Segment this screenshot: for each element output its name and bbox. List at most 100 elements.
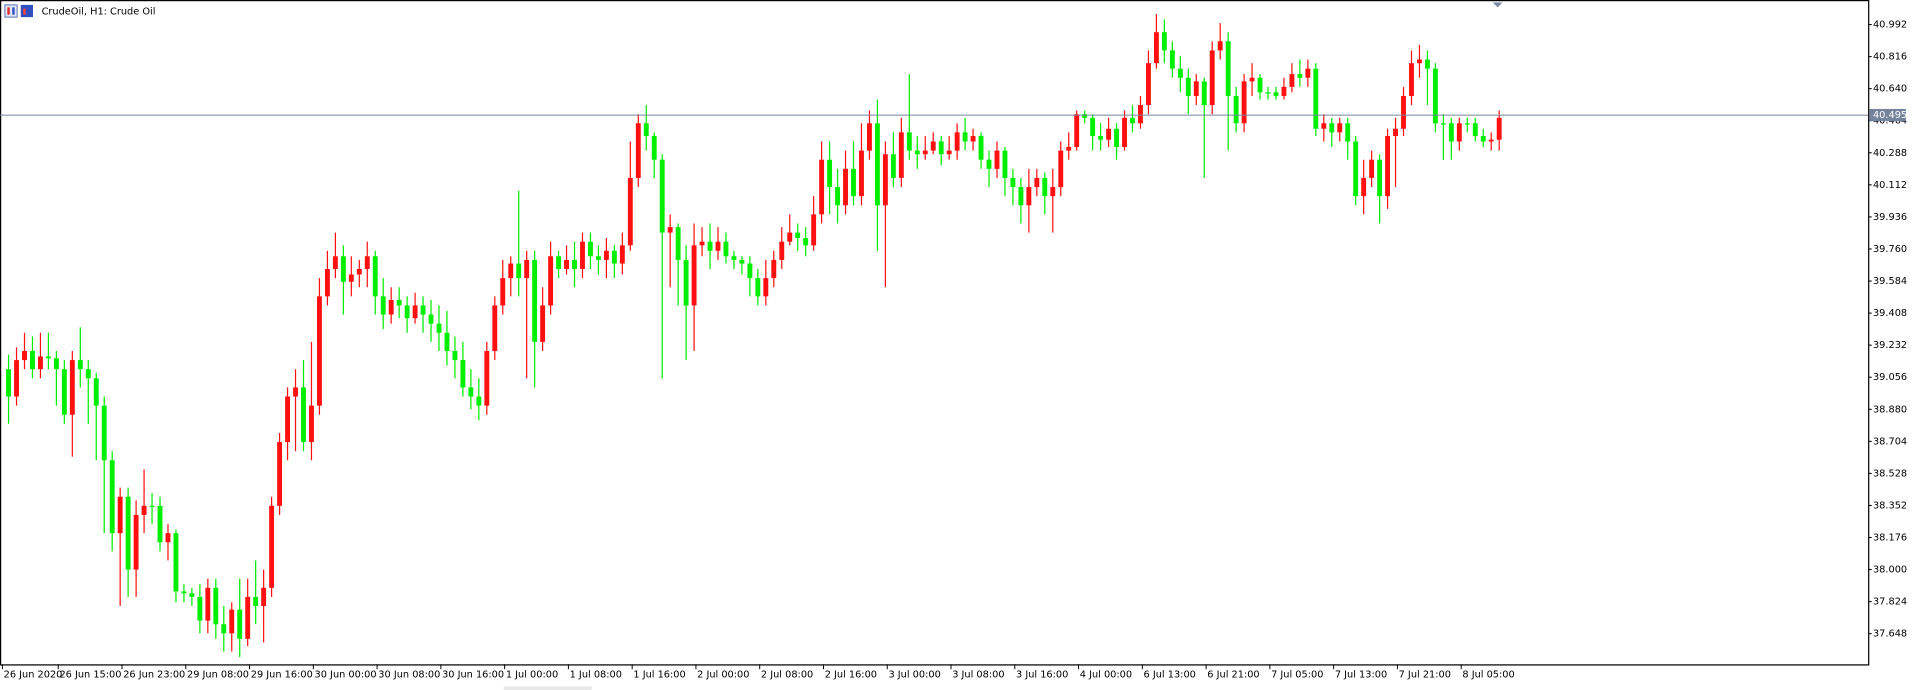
candle-body <box>1472 123 1478 137</box>
candle-body <box>556 256 562 270</box>
candle-body <box>627 177 633 246</box>
candle-body <box>739 259 745 264</box>
candle-body <box>301 387 306 443</box>
candle-body <box>1496 117 1502 140</box>
candle-body <box>811 214 817 246</box>
candle-body <box>380 296 386 315</box>
candle-body <box>795 232 801 239</box>
candle-body <box>101 405 107 461</box>
y-tick-label: 39.584 <box>1873 276 1907 287</box>
candle-body <box>1193 81 1199 96</box>
y-tick-label: 39.936 <box>1873 212 1907 223</box>
candle-body <box>651 136 657 160</box>
icon-bar <box>12 7 15 15</box>
candle-body <box>532 259 538 342</box>
scrollbar <box>503 686 592 690</box>
candle-body <box>340 256 346 282</box>
candle-body <box>452 350 458 361</box>
x-tick-label: 30 Jun 16:00 <box>442 670 504 681</box>
candle-body <box>1345 123 1351 142</box>
candle-body <box>436 323 442 333</box>
y-tick-label: 40.992 <box>1873 20 1907 31</box>
candle-body <box>1026 187 1032 206</box>
candle-body <box>1098 136 1104 140</box>
candle-body <box>1265 92 1271 94</box>
candle-body <box>890 154 896 178</box>
candle-body <box>1329 123 1335 133</box>
candle-body <box>1281 86 1287 96</box>
candle-body <box>492 305 498 351</box>
y-tick-label: 39.408 <box>1873 308 1907 319</box>
candle-body <box>1145 63 1151 106</box>
candle-body <box>1217 41 1223 51</box>
candle-body <box>1161 32 1167 51</box>
candle-body <box>580 241 585 270</box>
candle-body <box>1074 114 1080 147</box>
candle-body <box>723 241 729 257</box>
candle-body <box>635 123 641 178</box>
candle-body <box>1488 139 1494 142</box>
y-tick-label: 40.112 <box>1873 180 1907 191</box>
candle-body <box>1042 177 1048 197</box>
candle-body <box>1169 50 1175 69</box>
candle-body <box>1385 136 1391 197</box>
candle-body <box>1448 123 1454 142</box>
candle-body <box>69 360 75 415</box>
candle-body <box>524 259 530 279</box>
x-tick-label: 30 Jun 08:00 <box>378 670 440 681</box>
candle-body <box>603 250 609 260</box>
x-tick-label: 2 Jul 16:00 <box>825 670 877 681</box>
candle-body <box>755 278 761 297</box>
candle-body <box>540 305 546 342</box>
candle-body <box>1321 123 1327 129</box>
x-tick-label: 2 Jul 08:00 <box>761 670 813 681</box>
x-tick-label: 8 Jul 05:00 <box>1462 670 1514 681</box>
candle-body <box>667 227 673 233</box>
candle-body <box>293 387 298 397</box>
x-tick-label: 26 Jun 2020 <box>4 670 63 681</box>
y-tick-label: 40.288 <box>1873 148 1907 159</box>
candle-body <box>372 256 378 297</box>
candle-body <box>77 360 83 370</box>
candle-body <box>1185 77 1191 96</box>
candle-body <box>229 609 235 634</box>
candle-body <box>277 442 283 506</box>
icon-bar <box>7 7 10 15</box>
candle-body <box>1138 105 1143 124</box>
x-tick-label: 2 Jul 00:00 <box>697 670 749 681</box>
candle-body <box>675 227 681 260</box>
y-tick-label: 40.640 <box>1873 84 1907 95</box>
shift-marker <box>1492 2 1503 8</box>
candle-body <box>245 596 251 639</box>
candle-body <box>1018 187 1024 206</box>
x-tick-label: 4 Jul 00:00 <box>1080 670 1132 681</box>
y-tick-label: 38.880 <box>1873 404 1907 415</box>
candle-body <box>237 609 243 639</box>
candle-body <box>1417 59 1422 64</box>
candle-body <box>1010 177 1016 188</box>
candle-body <box>45 356 51 359</box>
candle-body <box>619 245 625 264</box>
candle-body <box>1289 74 1295 87</box>
candle-body <box>787 232 793 242</box>
last-price-box <box>1869 108 1906 122</box>
candle-body <box>133 514 139 570</box>
candle-body <box>827 159 833 188</box>
candle-body <box>747 263 753 279</box>
candle-body <box>189 593 195 597</box>
candle-body <box>1050 187 1056 197</box>
candle-body <box>1305 68 1311 78</box>
candle-body <box>1257 77 1263 93</box>
candle-body <box>867 123 872 151</box>
candle-body <box>683 259 689 306</box>
candle-body <box>986 159 992 169</box>
candle-body <box>1209 50 1215 106</box>
candle-body <box>659 159 665 233</box>
y-tick-label: 37.824 <box>1873 597 1907 608</box>
candle-body <box>149 505 155 508</box>
candle-body <box>715 241 721 251</box>
candle-body <box>348 274 354 282</box>
candle-body <box>835 187 841 206</box>
candle-body <box>309 405 314 443</box>
candle-body <box>970 136 976 142</box>
